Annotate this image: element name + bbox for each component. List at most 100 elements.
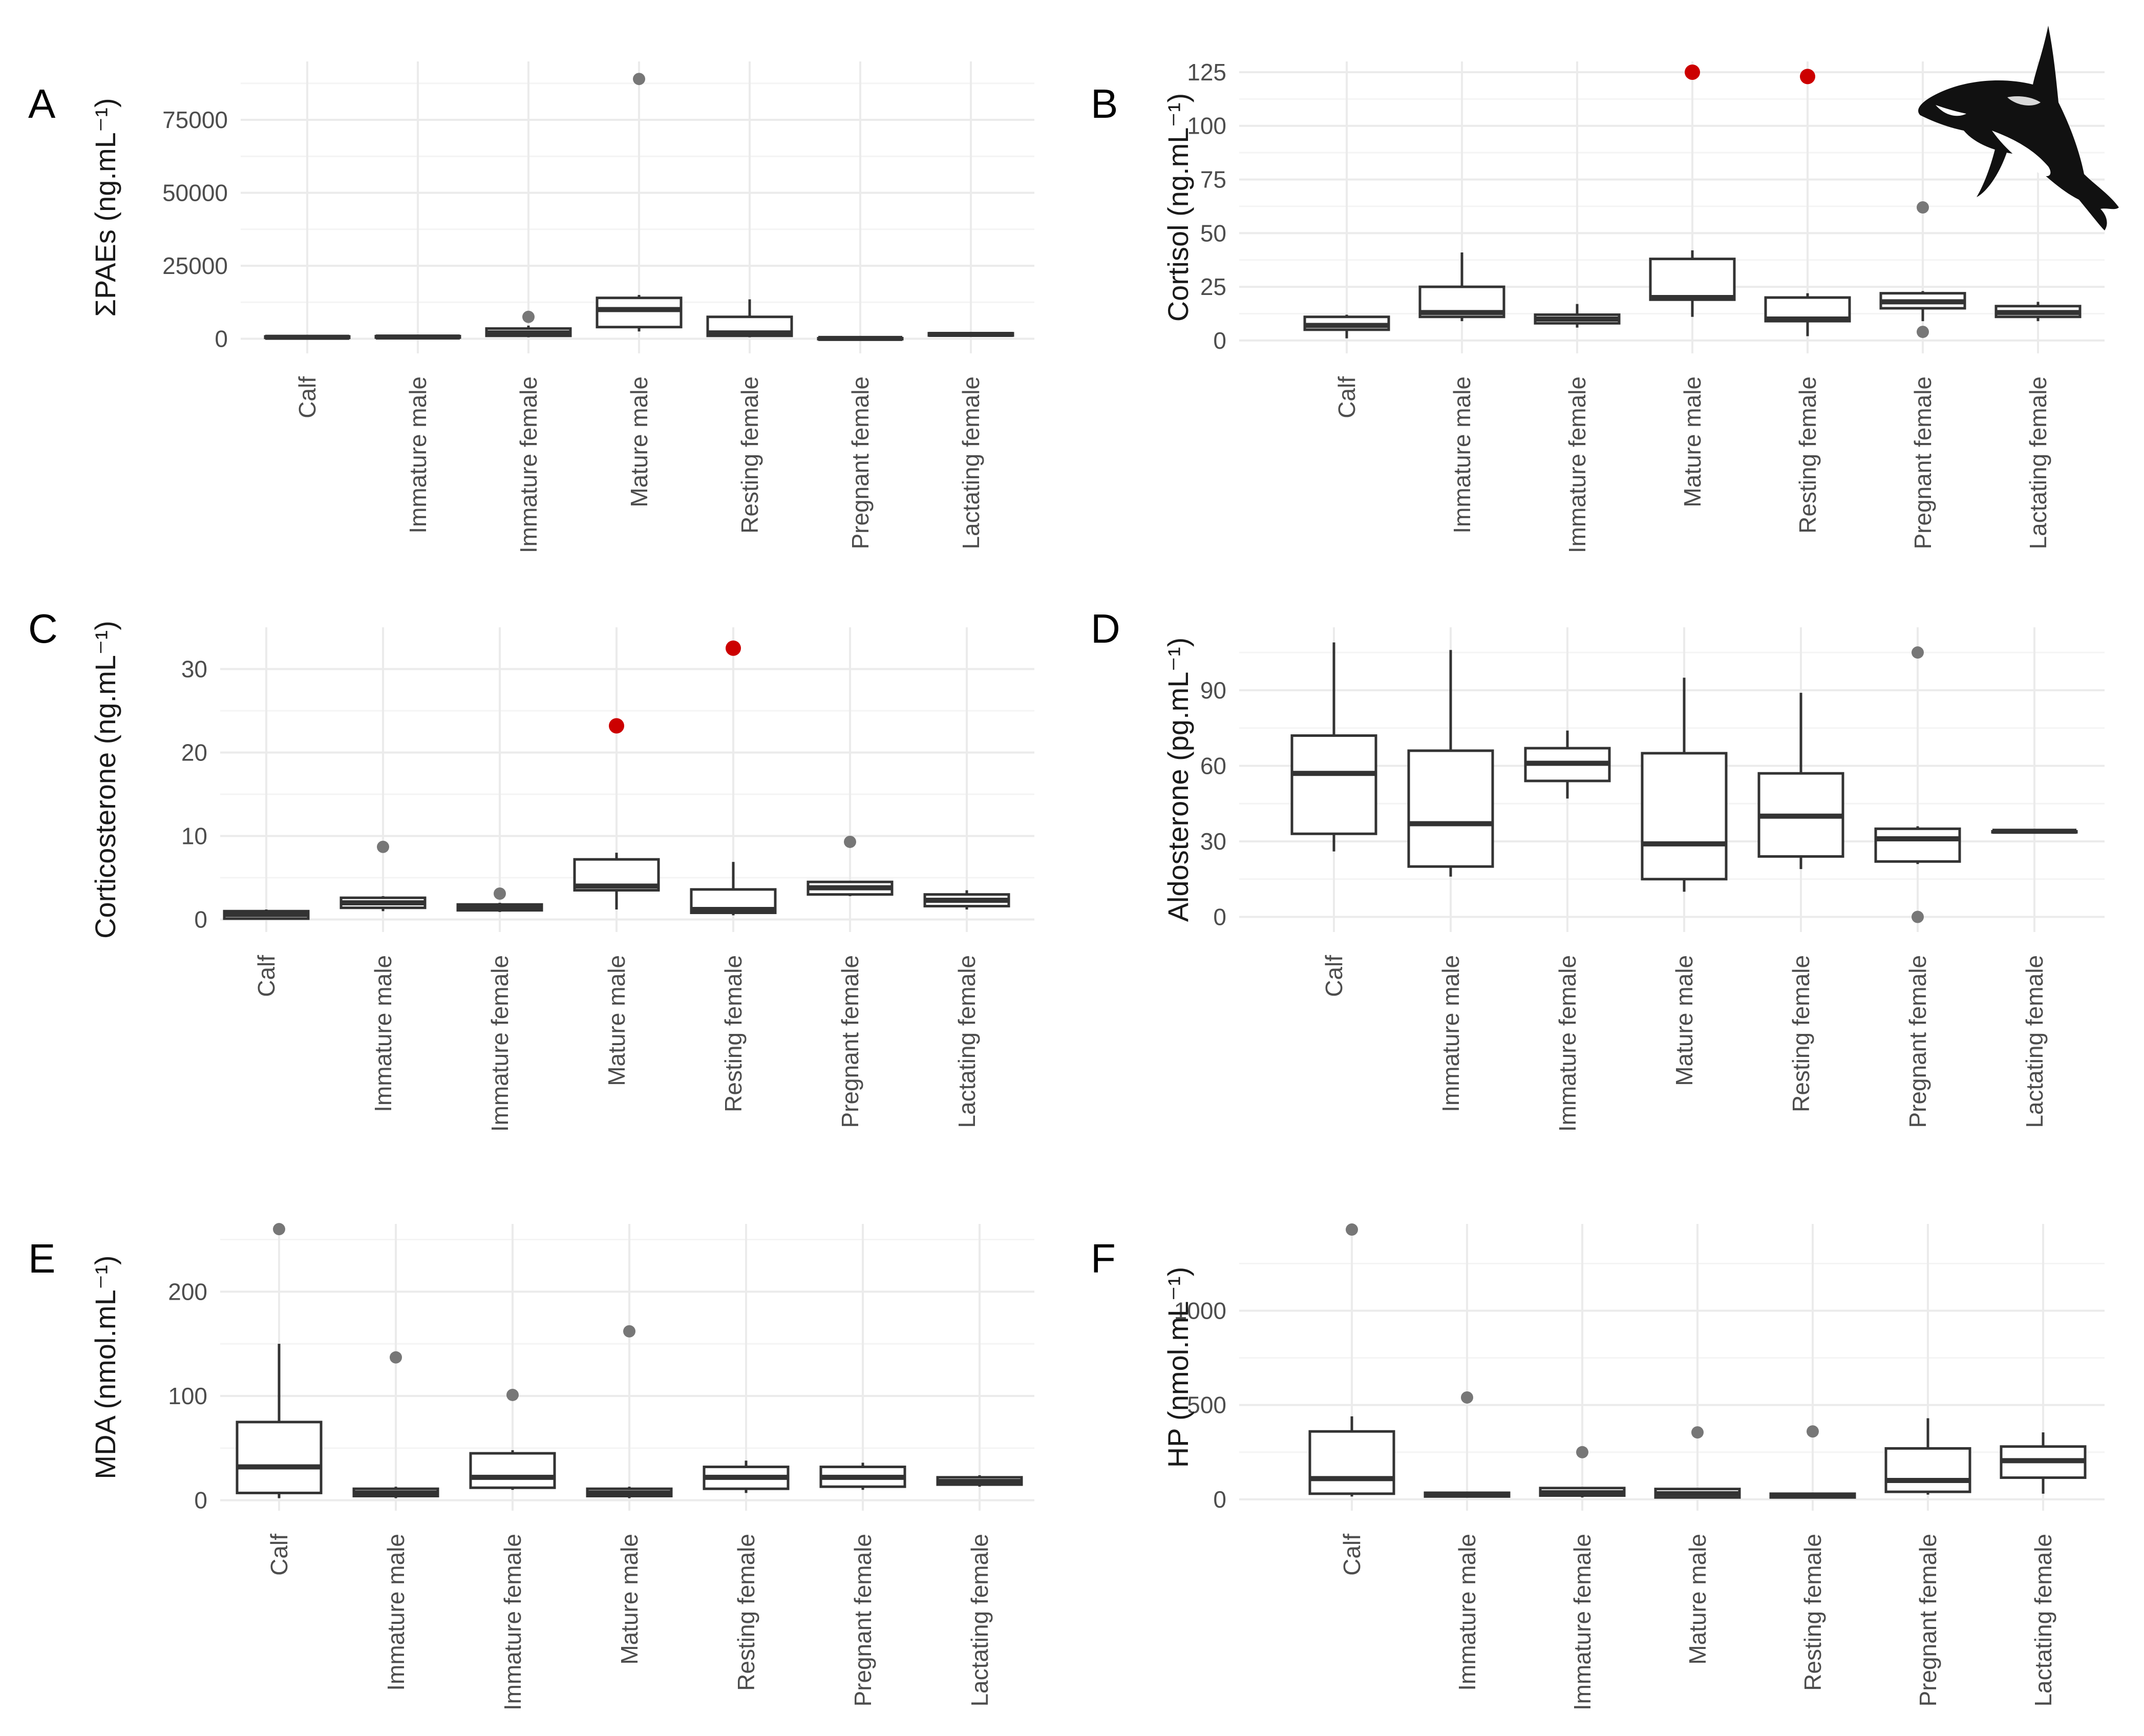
y-tick-label: 90 (1200, 677, 1226, 704)
box-immature-female (485, 310, 572, 337)
outlier-point (1917, 326, 1929, 338)
box-iqr (1649, 258, 1736, 301)
y-tick-label: 0 (1213, 1486, 1226, 1513)
outlier-point (1346, 1223, 1358, 1236)
panel-letter: D (1091, 606, 1120, 651)
chart-panel-C: 0 10 20 30 Calf Immature male Immature female M… (28, 606, 1034, 1132)
y-axis-title: Aldosterone (pg.mL⁻¹) (1162, 638, 1194, 922)
outlier-point (1912, 911, 1924, 923)
box-calf (223, 909, 310, 920)
x-tick-label: Pregnant female (1909, 376, 1936, 549)
box-resting-female (1764, 69, 1851, 336)
y-tick-label: 30 (1200, 828, 1226, 855)
box-iqr (1884, 1447, 1971, 1493)
box-calf (1308, 1223, 1395, 1497)
box-mature-male (1649, 64, 1736, 317)
box-pregnant-female (1879, 201, 1966, 338)
x-tick-label: Immature female (499, 1534, 526, 1710)
box-iqr (1874, 827, 1961, 863)
x-tick-label: Pregnant female (847, 376, 874, 549)
box-pregnant-female (817, 335, 904, 341)
box-lactating-female (2000, 1432, 2087, 1494)
x-tick-label: Lactating female (2021, 955, 2048, 1128)
box-pregnant-female (806, 835, 894, 896)
x-tick-label: Lactating female (958, 376, 984, 549)
box-pregnant-female (1874, 646, 1961, 923)
x-tick-label: Calf (253, 955, 280, 997)
y-tick-label: 60 (1200, 752, 1226, 779)
y-axis-title: HP (nmol.mL⁻¹) (1162, 1267, 1194, 1468)
panel-letter: F (1091, 1236, 1116, 1281)
box-lactating-female (1991, 829, 2078, 834)
x-tick-label: Resting female (1794, 376, 1821, 534)
box-lactating-female (1994, 302, 2082, 322)
box-iqr (596, 297, 683, 329)
x-tick-label: Calf (1333, 376, 1360, 418)
x-tick-label: Resting female (733, 1534, 759, 1691)
x-tick-label: Lactating female (2025, 376, 2051, 549)
outlier-point (273, 1223, 285, 1236)
box-iqr (469, 1452, 556, 1489)
y-tick-label: 25000 (162, 252, 228, 279)
x-tick-label: Immature male (1454, 1534, 1480, 1691)
x-tick-label: Pregnant female (1915, 1534, 1941, 1707)
x-tick-label: Immature male (1449, 376, 1475, 534)
orca-icon (1918, 26, 2119, 230)
box-mature-male (596, 73, 683, 332)
outlier-point (494, 887, 506, 900)
chart-panel-E: 0 100 200 Calf Immature male Immature female M… (28, 1223, 1034, 1710)
box-mature-male (573, 718, 660, 909)
outlier-point (1807, 1425, 1819, 1438)
x-tick-label: Immature male (383, 1534, 409, 1691)
outlier-point-highlight (1800, 69, 1815, 84)
x-tick-label: Calf (294, 376, 321, 418)
box-calf (1303, 314, 1390, 338)
box-lactating-female (927, 331, 1014, 337)
x-tick-label: Calf (266, 1534, 292, 1576)
x-tick-label: Mature male (1671, 955, 1697, 1086)
box-mature-male (586, 1325, 673, 1498)
box-pregnant-female (1884, 1418, 1971, 1495)
y-tick-label: 25 (1200, 273, 1226, 300)
box-resting-female (690, 640, 777, 916)
box-iqr (1308, 1430, 1395, 1495)
y-tick-label: 30 (181, 656, 207, 683)
box-immature-male (374, 334, 461, 340)
box-iqr (1407, 749, 1494, 868)
box-calf (1290, 642, 1377, 852)
panel-letter: A (28, 81, 56, 126)
box-lactating-female (936, 1475, 1023, 1487)
box-mature-male (1654, 1426, 1741, 1499)
box-lactating-female (923, 890, 1010, 909)
x-tick-label: Mature male (1679, 376, 1706, 507)
y-tick-label: 75000 (162, 107, 228, 133)
x-tick-label: Calf (1321, 955, 1347, 997)
y-tick-label: 0 (215, 326, 228, 352)
y-axis-title: Corticosterone (ng.mL⁻¹) (89, 621, 121, 939)
x-tick-label: Immature male (405, 376, 431, 534)
outlier-point (1912, 646, 1924, 659)
x-tick-label: Resting female (1788, 955, 1814, 1112)
x-tick-label: Mature male (603, 955, 630, 1086)
x-tick-label: Resting female (736, 376, 763, 534)
outlier-point (1691, 1426, 1704, 1439)
outlier-point (1917, 201, 1929, 214)
outlier-point (1461, 1391, 1473, 1404)
box-calf (264, 334, 351, 340)
box-resting-female (706, 299, 793, 337)
box-iqr (1290, 734, 1377, 835)
box-resting-female (703, 1460, 790, 1493)
x-tick-label: Lactating female (953, 955, 980, 1128)
box-immature-male (1424, 1391, 1511, 1498)
outlier-point (390, 1351, 402, 1364)
x-tick-label: Immature female (515, 376, 542, 553)
x-tick-label: Immature female (1564, 376, 1590, 553)
outlier-point (844, 835, 856, 848)
panel-letter: C (28, 606, 58, 651)
box-immature-male (1407, 650, 1494, 877)
box-iqr (236, 1421, 323, 1494)
chart-panel-A: 0 25000 50000 75000 Calf Immature male Immatur… (28, 61, 1034, 553)
outlier-point (1576, 1446, 1588, 1458)
box-immature-female (469, 1388, 556, 1490)
x-tick-label: Resting female (720, 955, 747, 1112)
